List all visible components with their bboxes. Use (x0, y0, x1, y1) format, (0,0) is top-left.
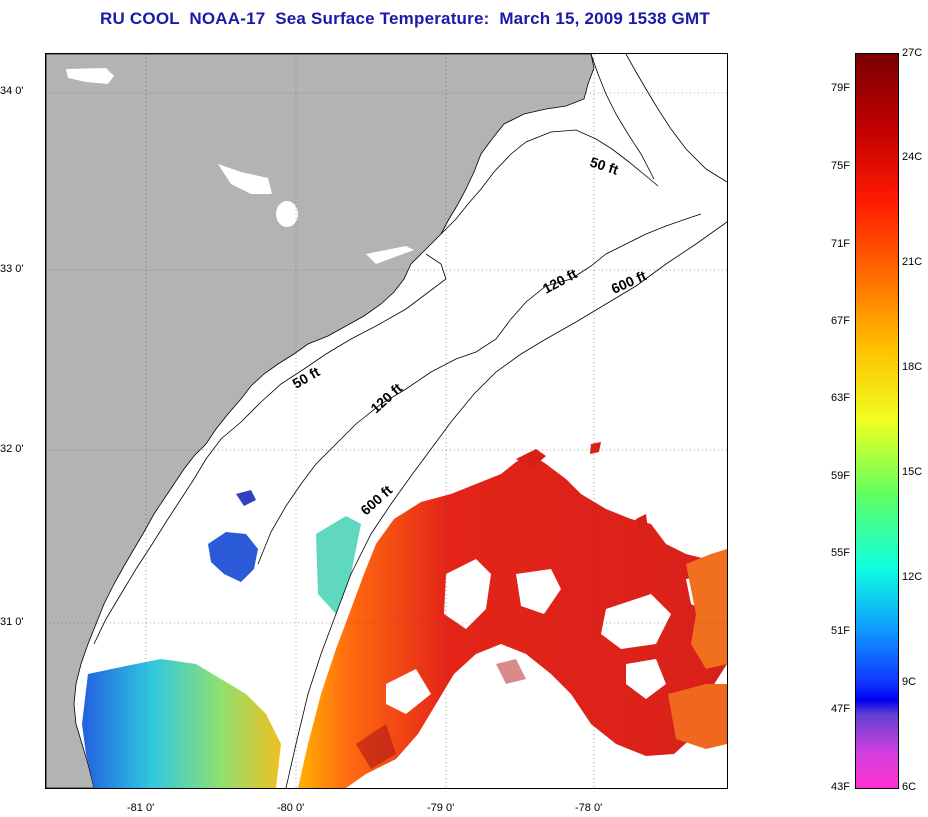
contour-label-600ft-north: 600 ft (609, 267, 649, 297)
dark-warm-core (356, 724, 396, 769)
graticule (46, 54, 727, 788)
contour-label-50ft-south: 50 ft (290, 363, 323, 391)
cold-eddy (236, 490, 256, 506)
colorbar-gradient (856, 54, 898, 788)
temperature-colorbar (855, 53, 899, 789)
land-mass (46, 54, 595, 788)
cloud-gap (476, 694, 536, 744)
celsius-tick: 27C (902, 47, 923, 59)
cool-water (316, 516, 361, 614)
map-canvas: 50 ft 120 ft 600 ft 50 ft 120 ft 600 ft (46, 54, 727, 788)
coastline (590, 54, 655, 180)
celsius-tick: 6C (902, 781, 917, 793)
longitude-label-79: -79 0' (427, 802, 455, 814)
longitude-label-81: -81 0' (127, 802, 155, 814)
fahrenheit-tick: 79F (831, 82, 850, 94)
contour-label-50ft-north: 50 ft (588, 154, 621, 178)
depth-contour-50ft (93, 129, 659, 645)
celsius-tick: 18C (902, 361, 923, 373)
longitude-label-80: -80 0' (277, 802, 305, 814)
sst-map: 50 ft 120 ft 600 ft 50 ft 120 ft 600 ft (45, 53, 728, 789)
celsius-tick: 24C (902, 151, 923, 163)
latitude-label-31: 31 0' (0, 616, 24, 628)
warm-water-east (668, 684, 727, 749)
cold-eddy (208, 532, 258, 582)
lake (218, 164, 272, 194)
cloud-gap (601, 594, 671, 649)
depth-contour-120ft (257, 213, 702, 565)
depth-contour-600ft (285, 221, 727, 788)
celsius-tick: 15C (902, 466, 923, 478)
fahrenheit-tick: 75F (831, 160, 850, 172)
cloud-gap (516, 569, 561, 614)
dark-warm-core (496, 659, 526, 684)
map-title: RU COOL NOAA-17 Sea Surface Temperature:… (100, 9, 710, 28)
lake (276, 201, 298, 227)
cloud-gap (626, 659, 666, 699)
cool-water (82, 659, 281, 788)
contour-label-120ft-north: 120 ft (540, 265, 580, 296)
river (366, 246, 414, 264)
fahrenheit-tick: 71F (831, 238, 850, 250)
celsius-tick: 12C (902, 571, 923, 583)
contour-label-120ft-south: 120 ft (367, 380, 405, 417)
fahrenheit-tick: 63F (831, 392, 850, 404)
contour-label-600ft-south: 600 ft (357, 482, 395, 519)
latitude-label-34: 34 0' (0, 85, 24, 97)
latitude-label-32: 32 0' (0, 443, 24, 455)
warm-water-east (686, 549, 727, 669)
latitude-label-33: 33 0' (0, 263, 24, 275)
cloud-gap (444, 559, 491, 629)
warm-speck (590, 442, 601, 454)
warm-speck (636, 514, 648, 532)
celsius-tick: 21C (902, 256, 923, 268)
celsius-tick: 9C (902, 676, 917, 688)
warm-speck (516, 449, 546, 469)
cloud-gap (386, 669, 431, 714)
lake (66, 68, 114, 84)
fahrenheit-tick: 59F (831, 470, 850, 482)
coastline (625, 54, 727, 183)
longitude-label-78: -78 0' (575, 802, 603, 814)
fahrenheit-tick: 47F (831, 703, 850, 715)
fahrenheit-tick: 55F (831, 547, 850, 559)
fahrenheit-tick: 51F (831, 625, 850, 637)
fahrenheit-tick: 43F (831, 781, 850, 793)
fahrenheit-tick: 67F (831, 315, 850, 327)
